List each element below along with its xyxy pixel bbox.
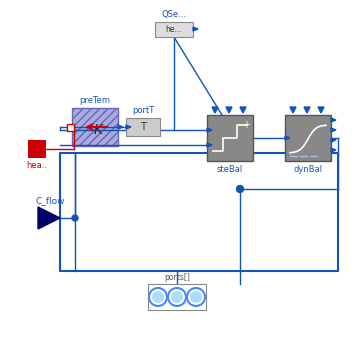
Text: QSe...: QSe... bbox=[162, 10, 186, 19]
Bar bbox=[126, 118, 160, 136]
Polygon shape bbox=[226, 107, 232, 113]
Polygon shape bbox=[207, 143, 212, 147]
Polygon shape bbox=[212, 107, 218, 113]
Circle shape bbox=[152, 291, 164, 303]
Polygon shape bbox=[126, 125, 131, 129]
Polygon shape bbox=[207, 128, 212, 132]
Text: preTem: preTem bbox=[80, 96, 111, 105]
Polygon shape bbox=[118, 125, 123, 129]
Text: he...: he... bbox=[166, 25, 182, 34]
Bar bbox=[60, 153, 338, 271]
Circle shape bbox=[190, 291, 202, 303]
Circle shape bbox=[171, 291, 183, 303]
Text: C_flow: C_flow bbox=[36, 196, 66, 205]
Text: K: K bbox=[94, 123, 103, 137]
Polygon shape bbox=[285, 136, 290, 140]
Text: dynBal: dynBal bbox=[293, 165, 323, 174]
Circle shape bbox=[237, 186, 243, 193]
Bar bbox=[28, 140, 46, 158]
Polygon shape bbox=[331, 118, 336, 122]
Polygon shape bbox=[240, 107, 246, 113]
Bar bbox=[155, 22, 193, 37]
Bar bbox=[67, 124, 74, 131]
Polygon shape bbox=[331, 148, 336, 152]
Circle shape bbox=[149, 288, 167, 306]
Polygon shape bbox=[290, 107, 296, 113]
Polygon shape bbox=[304, 107, 310, 113]
Bar bbox=[285, 115, 331, 161]
Text: ports[]: ports[] bbox=[164, 273, 190, 282]
Bar bbox=[72, 108, 118, 146]
Polygon shape bbox=[193, 27, 198, 31]
Circle shape bbox=[168, 288, 186, 306]
Polygon shape bbox=[38, 207, 60, 229]
Text: steBal: steBal bbox=[217, 165, 243, 174]
Text: T: T bbox=[140, 122, 146, 132]
Circle shape bbox=[72, 215, 78, 221]
Polygon shape bbox=[331, 128, 336, 132]
Polygon shape bbox=[331, 138, 336, 142]
Polygon shape bbox=[318, 107, 324, 113]
Text: hea..: hea.. bbox=[27, 161, 48, 170]
Text: +: + bbox=[242, 120, 250, 130]
Bar bbox=[148, 284, 206, 310]
Text: portT: portT bbox=[132, 106, 154, 115]
Circle shape bbox=[187, 288, 205, 306]
Bar bbox=[207, 115, 253, 161]
